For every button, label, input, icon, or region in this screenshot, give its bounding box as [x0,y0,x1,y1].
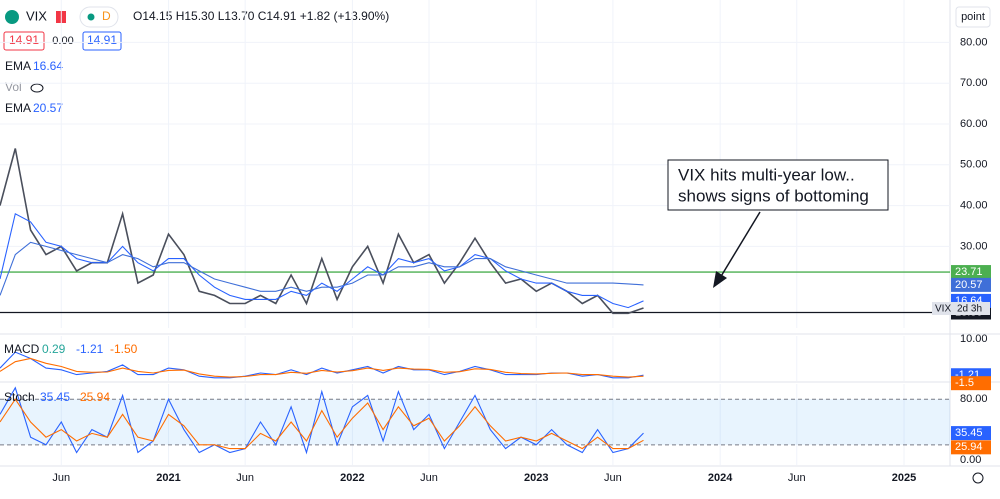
last-value-label-bg [951,440,991,455]
indicator-value: 35.45 [40,390,70,404]
last-value-label: 20.57 [955,279,983,291]
sell-box[interactable] [3,31,45,51]
legend-name: Vol [5,80,22,94]
symbol[interactable]: VIX [26,8,47,23]
arrow-head [713,271,727,288]
last-value-label: 35.45 [955,427,983,439]
hide-icon[interactable] [30,83,44,93]
legend-value: 16.64 [33,59,63,73]
scale-label[interactable]: point [961,11,985,23]
y-tick-label: 10.00 [960,333,988,345]
y-tick-label: 80.00 [960,36,988,48]
last-value-label-bg [951,376,991,391]
x-tick-label: Jun [52,472,70,484]
x-tick-label: 2024 [708,472,733,484]
x-tick-label: Jun [788,472,806,484]
indicator-value: 0.29 [42,342,66,356]
y-tick-label: 60.00 [960,118,988,130]
indicator-title: Stoch [4,390,35,404]
buy-price[interactable]: 14.91 [87,33,117,47]
x-tick-label: Jun [236,472,254,484]
last-value-label-bg [951,426,991,441]
symbol-icon [5,10,19,24]
y-tick-label: 30.00 [960,240,988,252]
symbol-tag-bg [932,302,990,315]
series-line [0,398,644,450]
x-tick-label: 2023 [524,472,548,484]
x-tick-label: 2022 [340,472,364,484]
scale-button[interactable] [955,6,991,28]
y-tick-label: 40.00 [960,200,988,212]
series-line [0,351,644,379]
y-tick-label: 80.00 [960,393,988,405]
annotation-box [667,159,889,211]
series-line [0,241,644,296]
legend-name: EMA [5,59,31,73]
hline-label: 23.71 [955,266,983,278]
indicator-value: -1.21 [76,342,104,356]
x-tick-label: Jun [604,472,622,484]
series-line [0,357,644,378]
annotation-text: VIX hits multi-year low.. [678,165,855,184]
ohlc: O14.15 H15.30 L13.70 C14.91 +1.82 (+13.9… [133,9,389,23]
x-tick-label: 2021 [156,472,180,484]
sell-price[interactable]: 14.91 [9,33,39,47]
legend-name: EMA [5,101,31,115]
countdown: 2d 3h [957,304,982,315]
last-value-label-bg [951,277,991,292]
buy-box[interactable] [82,31,122,51]
symbol-tag: VIX [935,304,951,315]
interval-button[interactable] [79,6,119,28]
last-value-label: -1.5 [955,377,974,389]
y-tick-label: 70.00 [960,77,988,89]
indicator-value: -1.50 [110,342,138,356]
annotation-arrow [719,211,761,279]
y-tick-label: 0.00 [960,454,981,466]
status-dot [87,13,95,21]
legend-value: 20.57 [33,101,63,115]
annotation-text: shows signs of bottoming [678,186,869,205]
indicator-title: MACD [4,342,40,356]
y-tick-label: 50.00 [960,159,988,171]
spread: 0.00 [52,35,73,47]
settings-icon[interactable] [972,472,984,484]
x-tick-label: 2025 [892,472,916,484]
interval[interactable]: D [102,9,111,23]
indicator-value: 25.94 [80,390,110,404]
hline-label-bg [951,265,991,280]
last-value-label: 25.94 [955,441,983,453]
x-tick-label: Jun [420,472,438,484]
